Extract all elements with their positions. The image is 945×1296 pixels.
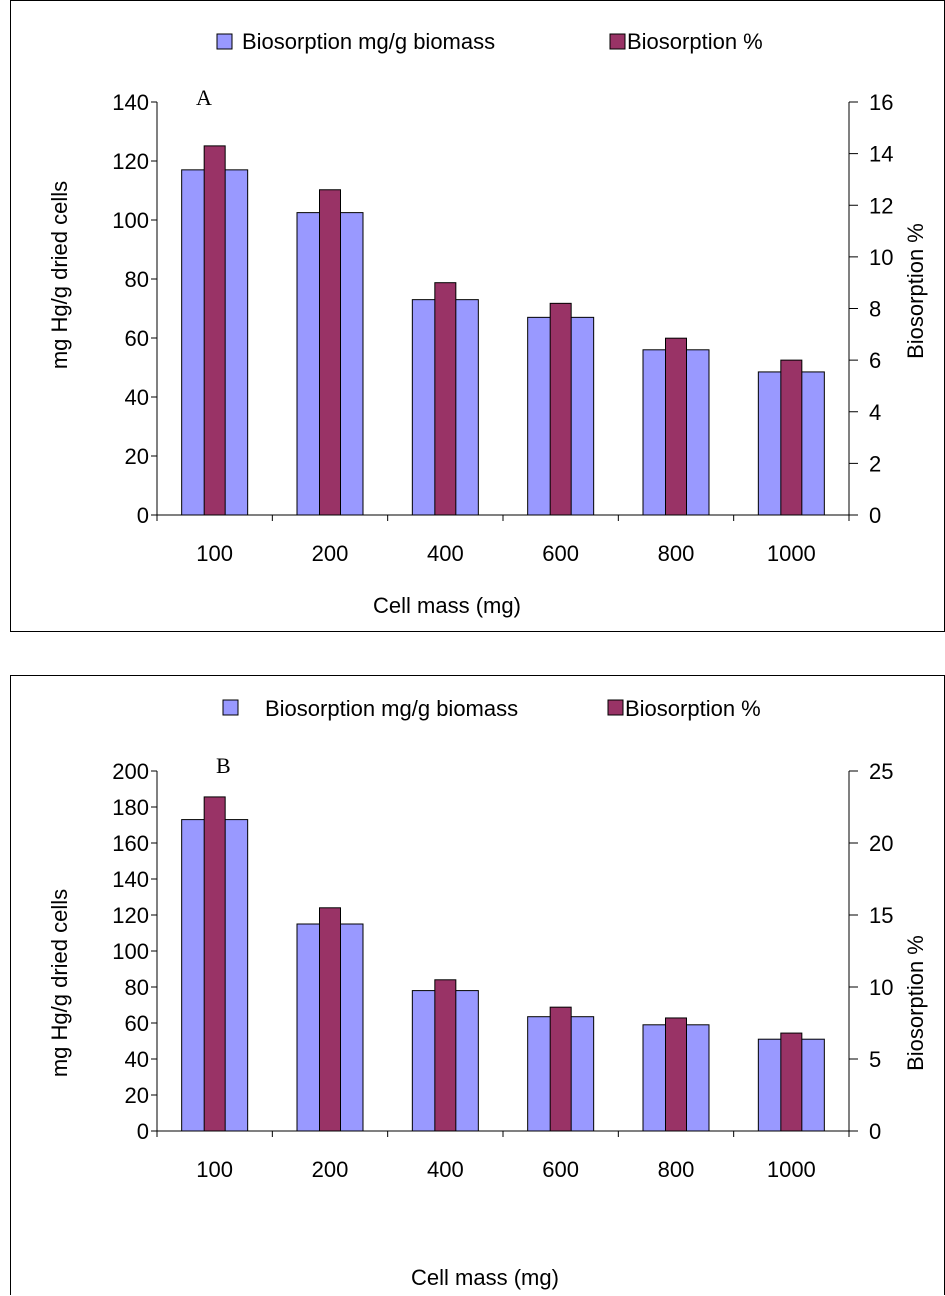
y2-axis-title-a: Biosorption % — [903, 223, 928, 359]
y2-tick-label: 15 — [869, 903, 893, 928]
y-tick-label: 60 — [125, 326, 149, 351]
y-tick-label: 0 — [137, 503, 149, 528]
bar-percent — [203, 145, 226, 516]
y-tick-label: 40 — [125, 385, 149, 410]
x-tick-label: 800 — [658, 1157, 695, 1182]
y-tick-label: 160 — [112, 831, 149, 856]
chart-b: Biosorption mg/g biomass Biosorption % B… — [47, 696, 928, 1290]
x-tick-label: 400 — [427, 541, 464, 566]
bar-percent — [434, 979, 457, 1132]
legend-swatch-series1 — [222, 699, 239, 716]
chart-panel-b: Biosorption mg/g biomass Biosorption % B… — [10, 675, 945, 1295]
legend-swatch-series1 — [216, 33, 233, 50]
legend-label-series1: Biosorption mg/g biomass — [242, 29, 495, 54]
y2-tick-label: 14 — [869, 142, 893, 167]
x-axis-title-b: Cell mass (mg) — [411, 1265, 559, 1290]
x-tick-label: 1000 — [767, 1157, 816, 1182]
y-tick-label: 180 — [112, 795, 149, 820]
x-tick-label: 600 — [542, 541, 579, 566]
panel-label-b: B — [216, 753, 231, 778]
x-tick-label: 100 — [196, 1157, 233, 1182]
plot-area: 0 20 40 60 80 100 120 140 0 2 4 6 8 10 12 14 16 100 200 400… — [112, 90, 893, 566]
y-tick-label: 40 — [125, 1047, 149, 1072]
x-tick-label: 200 — [312, 1157, 349, 1182]
y-tick-label: 60 — [125, 1011, 149, 1036]
legend-swatch-series2 — [607, 699, 624, 716]
y-tick-label: 120 — [112, 903, 149, 928]
y-tick-label: 0 — [137, 1119, 149, 1144]
chart-panel-a: Biosorption mg/g biomass Biosorption % A… — [10, 0, 945, 632]
legend-a: Biosorption mg/g biomass Biosorption % — [216, 29, 763, 54]
panel-label-a: A — [196, 85, 212, 110]
chart-a: Biosorption mg/g biomass Biosorption % A… — [47, 29, 928, 618]
x-tick-label: 600 — [542, 1157, 579, 1182]
y-tick-label: 120 — [112, 149, 149, 174]
y2-tick-label: 6 — [869, 348, 881, 373]
legend-label-series1: Biosorption mg/g biomass — [265, 696, 518, 721]
x-tick-label: 800 — [658, 541, 695, 566]
bar-percent — [780, 359, 803, 516]
y2-tick-label: 10 — [869, 975, 893, 1000]
bar-percent — [549, 302, 572, 516]
x-tick-label: 1000 — [767, 541, 816, 566]
plot-area: 0 20 40 60 80 100 120 140 160 180 200 0 5 10 15 20 25 100… — [112, 759, 893, 1182]
y-axis-title-b: mg Hg/g dried cells — [47, 889, 72, 1077]
bar-percent — [203, 796, 226, 1132]
legend-label-series2: Biosorption % — [627, 29, 763, 54]
bar-percent — [665, 337, 687, 516]
y2-tick-label: 4 — [869, 400, 881, 425]
x-axis-title-a: Cell mass (mg) — [373, 593, 521, 618]
y2-tick-label: 5 — [869, 1047, 881, 1072]
y-tick-label: 20 — [125, 444, 149, 469]
y2-tick-label: 2 — [869, 451, 881, 476]
x-tick-label: 100 — [196, 541, 233, 566]
y-tick-label: 80 — [125, 267, 149, 292]
y-tick-label: 100 — [112, 939, 149, 964]
x-tick-label: 400 — [427, 1157, 464, 1182]
bar-percent — [665, 1017, 687, 1132]
y2-tick-label: 10 — [869, 245, 893, 270]
y-tick-label: 100 — [112, 208, 149, 233]
y-tick-label: 80 — [125, 975, 149, 1000]
legend-label-series2: Biosorption % — [625, 696, 761, 721]
y2-tick-label: 12 — [869, 193, 893, 218]
y-tick-label: 140 — [112, 867, 149, 892]
y-axis-title-a: mg Hg/g dried cells — [47, 181, 72, 369]
y2-tick-label: 0 — [869, 503, 881, 528]
y-tick-label: 200 — [112, 759, 149, 784]
bar-percent — [319, 189, 341, 516]
bar-percent — [549, 1006, 572, 1132]
y2-axis-title-b: Biosorption % — [903, 935, 928, 1071]
bar-percent — [780, 1032, 803, 1132]
y-tick-label: 20 — [125, 1083, 149, 1108]
y2-tick-label: 16 — [869, 90, 893, 115]
legend-swatch-series2 — [609, 33, 626, 50]
x-tick-label: 200 — [312, 541, 349, 566]
y-tick-label: 140 — [112, 90, 149, 115]
bar-percent — [319, 907, 341, 1132]
y2-tick-label: 25 — [869, 759, 893, 784]
y2-tick-label: 0 — [869, 1119, 881, 1144]
legend-b: Biosorption mg/g biomass Biosorption % — [222, 696, 761, 721]
bar-percent — [434, 282, 457, 516]
y2-tick-label: 20 — [869, 831, 893, 856]
y2-tick-label: 8 — [869, 297, 881, 322]
